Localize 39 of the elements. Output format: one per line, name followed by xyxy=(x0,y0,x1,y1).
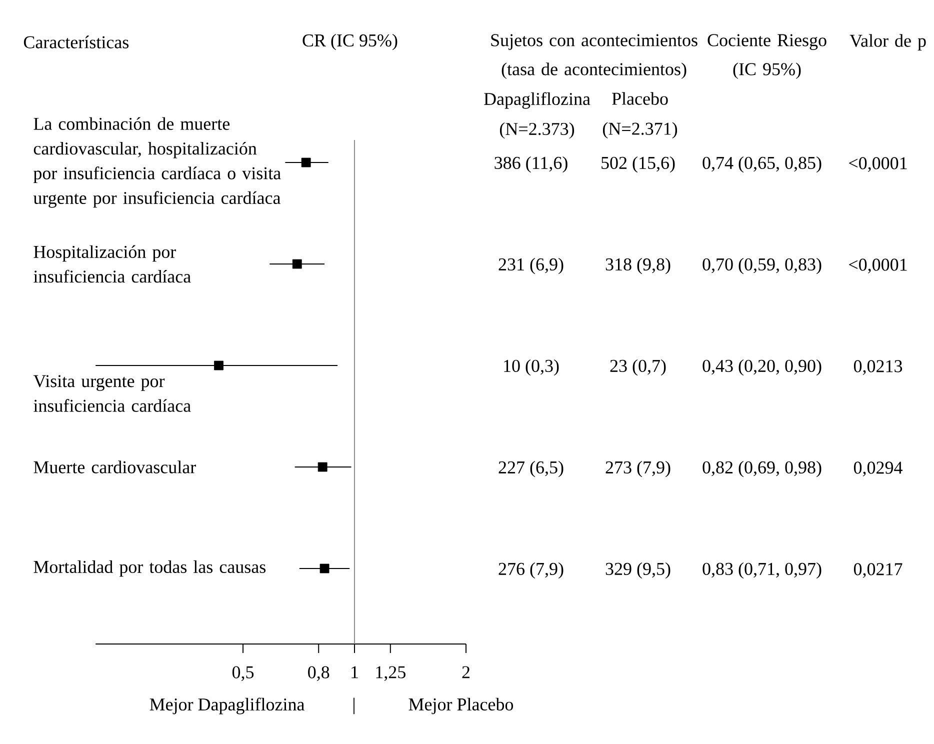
text: 0,0213 xyxy=(854,360,902,375)
text: 227 (6,5) xyxy=(498,460,564,478)
text: 0,0217 xyxy=(854,563,902,578)
text: Valor de p xyxy=(850,34,926,51)
text: 10 (0,3) xyxy=(504,359,559,376)
text: 273 (7,9) xyxy=(606,460,670,478)
text: <0,0001 xyxy=(849,258,907,274)
text: 276 (7,9) xyxy=(498,562,564,579)
x-tick-label: 2 xyxy=(462,666,470,678)
y-tick-label: Muerte cardiovascular xyxy=(34,460,196,474)
text: 329 (9,5) xyxy=(606,562,670,579)
text: Cociente Riesgo (IC 95%) xyxy=(708,34,826,79)
text: <0,0001 xyxy=(849,157,907,172)
x-tick-label: 1 xyxy=(352,666,358,678)
text: 231 (6,9) xyxy=(498,258,564,274)
text: 386 (11,6) xyxy=(494,156,568,173)
text: 0,70 (0,59, 0,83) xyxy=(702,258,822,274)
text: Mejor Dapagliflozina xyxy=(150,698,304,714)
y-axis-title: Características xyxy=(24,36,129,48)
text: 0,82 (0,69, 0,98) xyxy=(702,460,822,478)
x-tick-label: 0,8 xyxy=(308,666,330,681)
text: 0,0294 xyxy=(854,462,902,476)
text: Placebo (N=2.371) xyxy=(602,92,678,139)
y-tick-label: Mortalidad por todas las causas xyxy=(34,560,266,577)
y-tick-label: La combinación de muerte cardiovascular, hospitalización por insuficiencia cardíaca o visita urgente por insuficiencia cardíaca xyxy=(33,117,281,208)
text: 0,83 (0,71, 0,97) xyxy=(702,562,822,579)
text: 0,43 (0,20, 0,90) xyxy=(702,359,822,376)
x-tick-label: 1,25 xyxy=(376,666,406,681)
text: 318 (9,8) xyxy=(606,258,670,274)
chart-title: CR (IC 95%) xyxy=(302,34,398,50)
text: Mejor Placebo xyxy=(408,698,514,714)
text: 0,74 (0,65, 0,85) xyxy=(702,156,822,173)
text: Dapagliflozina (N=2.373) xyxy=(484,92,590,139)
text: Sujetos con acontecimientos (tasa de acontecimientos) xyxy=(491,34,698,79)
text: 502 (15,6) xyxy=(602,156,675,173)
y-tick-label: Hospitalización por insuficiencia cardíaca xyxy=(34,245,191,283)
text: 23 (0,7) xyxy=(610,359,666,376)
y-tick-label: Visita urgente por insuficiencia cardíaca xyxy=(33,375,191,412)
x-tick-label: 0,5 xyxy=(232,666,254,681)
